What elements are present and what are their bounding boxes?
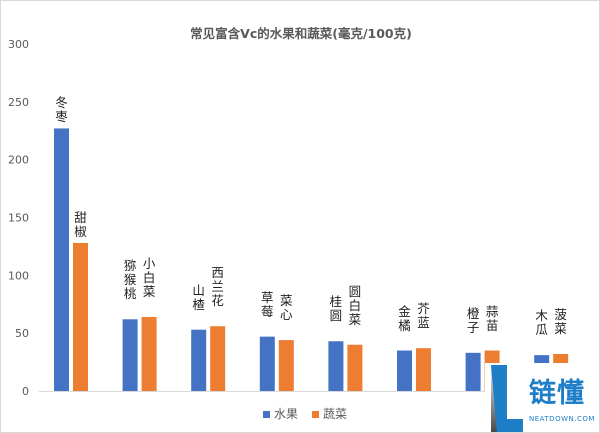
logo-text: 链懂 <box>529 378 585 409</box>
fruit-bar-label: 木瓜 <box>535 308 548 338</box>
y-tick-label: 0 <box>22 385 29 398</box>
legend-label-fruit: 水果 <box>274 407 299 421</box>
vegetable-bar-label: 菠菜 <box>554 306 567 336</box>
fruit-bar <box>259 336 275 391</box>
vegetable-bar <box>73 242 88 391</box>
legend-item-fruit: 水果 <box>263 405 298 422</box>
legend-item-vegetable: 蔬菜 <box>312 405 347 422</box>
y-tick-label: 200 <box>8 154 29 167</box>
fruit-bar-label: 猕猴桃 <box>123 258 137 302</box>
fruit-bar-label: 橙子 <box>466 305 480 335</box>
watermark-logo: 链懂 NEATDOWN.COM <box>485 363 599 432</box>
fruit-bar <box>122 319 138 391</box>
logo-subtext: NEATDOWN.COM <box>529 415 595 423</box>
vegetable-bar <box>210 326 226 391</box>
y-tick-label: 300 <box>8 38 29 51</box>
logo-l-icon <box>491 365 523 432</box>
y-tick-label: 50 <box>15 327 29 340</box>
fruit-bar-label: 桂圆 <box>329 294 343 324</box>
vegetable-bar <box>416 348 431 391</box>
vegetable-bar <box>141 316 157 391</box>
chart-title: 常见富含Vc的水果和蔬菜(毫克/100克) <box>190 26 412 41</box>
fruit-bar <box>191 329 207 391</box>
vegetable-bar-label: 圆白菜 <box>348 283 362 327</box>
fruit-bar <box>465 352 481 391</box>
legend-swatch-vegetable <box>312 411 320 418</box>
vegetable-bar-label: 小白菜 <box>142 255 156 299</box>
vegetable-bar-label: 甜椒 <box>74 209 87 239</box>
fruit-bar <box>328 341 344 391</box>
vegetable-bar-label: 蒜苗 <box>485 303 499 333</box>
fruit-bar-label: 金橘 <box>398 303 411 333</box>
fruit-bar <box>54 128 69 391</box>
legend-label-vegetable: 蔬菜 <box>323 407 348 421</box>
y-tick-label: 150 <box>8 212 29 225</box>
legend: 水果 蔬菜 <box>263 405 347 422</box>
vegetable-bar-label: 芥蓝 <box>417 301 430 331</box>
y-tick-label: 100 <box>8 269 29 282</box>
y-tick-label: 250 <box>8 96 29 109</box>
vegetable-bar-label: 西兰花 <box>211 265 224 309</box>
fruit-bar-label: 山楂 <box>192 282 205 312</box>
legend-swatch-fruit <box>263 411 270 418</box>
fruit-bar-label: 冬枣 <box>55 95 68 125</box>
vegetable-bar <box>347 344 363 391</box>
vegetable-bar <box>278 340 294 391</box>
fruit-bar <box>397 350 412 391</box>
vegetable-bar-label: 菜心 <box>280 293 293 323</box>
fruit-bar-label: 草莓 <box>261 289 274 319</box>
